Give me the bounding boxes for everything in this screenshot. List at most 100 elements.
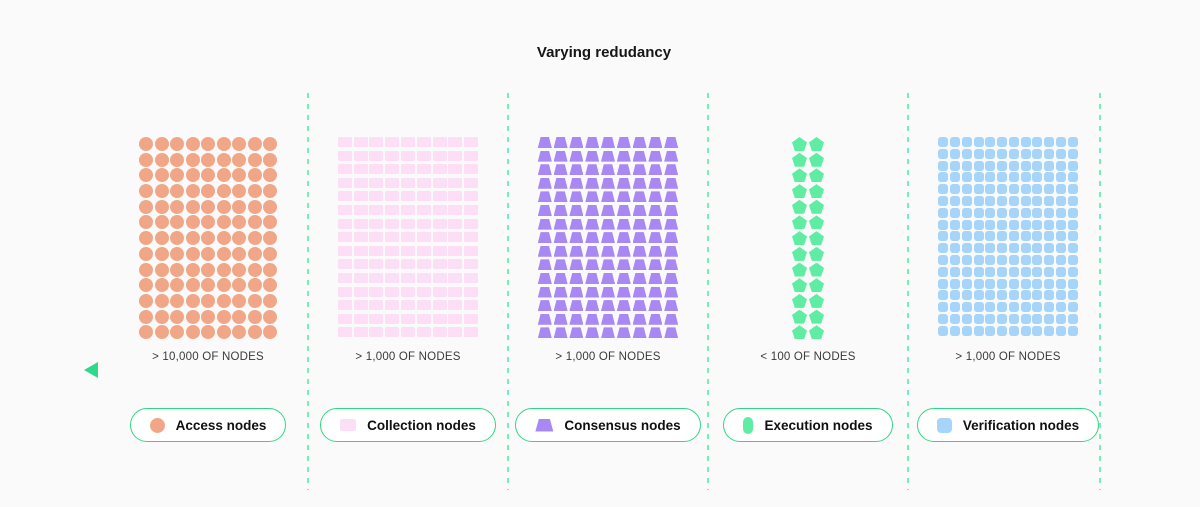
collection-node-shape bbox=[464, 191, 479, 202]
access-node-shape bbox=[139, 231, 153, 246]
verification-node-shape bbox=[973, 172, 984, 183]
access-node-shape bbox=[247, 278, 262, 293]
access-node-shape bbox=[139, 309, 153, 324]
verification-node-shape bbox=[1067, 219, 1078, 230]
dashed-separator bbox=[1099, 93, 1101, 490]
verification-node-shape bbox=[973, 278, 984, 289]
verification-node-shape bbox=[1020, 278, 1031, 289]
collection-node-shape bbox=[416, 204, 431, 215]
access-node-shape bbox=[247, 231, 262, 246]
redundancy-axis-arrow bbox=[84, 362, 1100, 378]
execution-node-shape bbox=[792, 278, 807, 293]
collection-node-shape bbox=[401, 204, 415, 215]
verification-node-shape bbox=[949, 254, 960, 265]
consensus-node-shape bbox=[648, 259, 663, 271]
access-node-icon bbox=[149, 417, 165, 433]
consensus-node-shape bbox=[537, 272, 552, 284]
consensus-node-shape bbox=[569, 245, 584, 257]
consensus-node-shape bbox=[664, 204, 679, 216]
execution-node-shape bbox=[809, 152, 824, 167]
collection-node-shape bbox=[416, 313, 431, 324]
collection-node-shape bbox=[385, 300, 400, 311]
collection-node-shape bbox=[448, 150, 463, 161]
collection-node-shape bbox=[464, 232, 479, 243]
verification-node-shape bbox=[961, 195, 972, 206]
execution-nodes-legend[interactable]: Execution nodes bbox=[723, 408, 893, 442]
consensus-node-shape bbox=[632, 150, 647, 162]
consensus-node-shape bbox=[648, 272, 663, 284]
access-node-shape bbox=[263, 152, 277, 167]
verification-node-shape bbox=[938, 290, 949, 301]
access-node-shape bbox=[154, 278, 169, 293]
consensus-node-shape bbox=[569, 177, 584, 189]
verification-node-shape bbox=[1008, 160, 1019, 171]
access-node-shape bbox=[154, 215, 169, 230]
access-node-shape bbox=[247, 293, 262, 308]
verification-node-shape bbox=[1056, 313, 1067, 324]
verification-node-shape bbox=[938, 243, 949, 254]
collection-node-shape bbox=[337, 300, 352, 311]
access-node-shape bbox=[232, 325, 246, 340]
verification-node-shape bbox=[1020, 195, 1031, 206]
verification-node-shape bbox=[985, 184, 996, 195]
verification-node-shape bbox=[973, 219, 984, 230]
access-nodes-legend[interactable]: Access nodes bbox=[129, 408, 287, 442]
verification-node-shape bbox=[997, 231, 1008, 242]
verification-node-shape bbox=[1067, 231, 1078, 242]
verification-node-shape bbox=[938, 231, 949, 242]
verification-nodes-legend[interactable]: Verification nodes bbox=[916, 408, 1100, 442]
consensus-node-shape bbox=[553, 218, 568, 230]
consensus-node-shape bbox=[648, 191, 663, 203]
execution-node-shape bbox=[792, 262, 807, 277]
verification-node-shape bbox=[938, 219, 949, 230]
verification-node-shape bbox=[961, 137, 972, 147]
consensus-node-shape bbox=[601, 259, 615, 271]
access-node-shape bbox=[185, 215, 200, 230]
access-node-shape bbox=[232, 246, 246, 261]
consensus-nodes-legend[interactable]: Consensus nodes bbox=[515, 408, 701, 442]
consensus-node-shape bbox=[553, 164, 568, 176]
verification-node-shape bbox=[961, 148, 972, 159]
verification-node-shape bbox=[1008, 313, 1019, 324]
verification-node-shape bbox=[1044, 219, 1055, 230]
consensus-node-shape bbox=[537, 191, 552, 203]
collection-node-shape bbox=[416, 327, 431, 338]
execution-node-shape bbox=[792, 246, 807, 261]
collection-nodes-legend[interactable]: Collection nodes bbox=[320, 408, 496, 442]
access-node-shape bbox=[154, 262, 169, 277]
verification-node-shape bbox=[997, 325, 1008, 336]
verification-node-shape bbox=[1056, 137, 1067, 147]
verification-node-shape bbox=[949, 148, 960, 159]
verification-node-shape bbox=[1020, 266, 1031, 277]
consensus-node-shape bbox=[601, 272, 615, 284]
consensus-node-shape bbox=[537, 150, 552, 162]
verification-node-shape bbox=[1020, 160, 1031, 171]
consensus-node-shape bbox=[553, 245, 568, 257]
execution-nodes-count: < 100 OF NODES bbox=[760, 351, 856, 363]
consensus-node-shape bbox=[616, 204, 631, 216]
consensus-node-shape bbox=[632, 204, 647, 216]
execution-node-shape bbox=[809, 262, 824, 277]
collection-node-shape bbox=[337, 177, 352, 188]
consensus-node-shape bbox=[632, 177, 647, 189]
consensus-node-shape bbox=[601, 313, 615, 325]
verification-node-shape bbox=[1008, 172, 1019, 183]
verification-node-shape bbox=[985, 266, 996, 277]
verification-node-shape bbox=[997, 160, 1008, 171]
access-node-shape bbox=[216, 152, 231, 167]
access-node-shape bbox=[170, 152, 184, 167]
verification-node-shape bbox=[997, 137, 1008, 147]
collection-node-shape bbox=[385, 272, 400, 283]
consensus-node-shape bbox=[648, 313, 663, 325]
verification-node-shape bbox=[949, 195, 960, 206]
verification-node-shape bbox=[985, 160, 996, 171]
verification-node-shape bbox=[1056, 290, 1067, 301]
verification-node-shape bbox=[1044, 313, 1055, 324]
collection-node-shape bbox=[369, 164, 384, 175]
access-node-shape bbox=[185, 309, 200, 324]
access-node-shape bbox=[201, 215, 215, 230]
access-node-shape bbox=[232, 231, 246, 246]
consensus-node-shape bbox=[569, 191, 584, 203]
consensus-node-shape bbox=[569, 137, 584, 148]
collection-node-shape bbox=[416, 177, 431, 188]
